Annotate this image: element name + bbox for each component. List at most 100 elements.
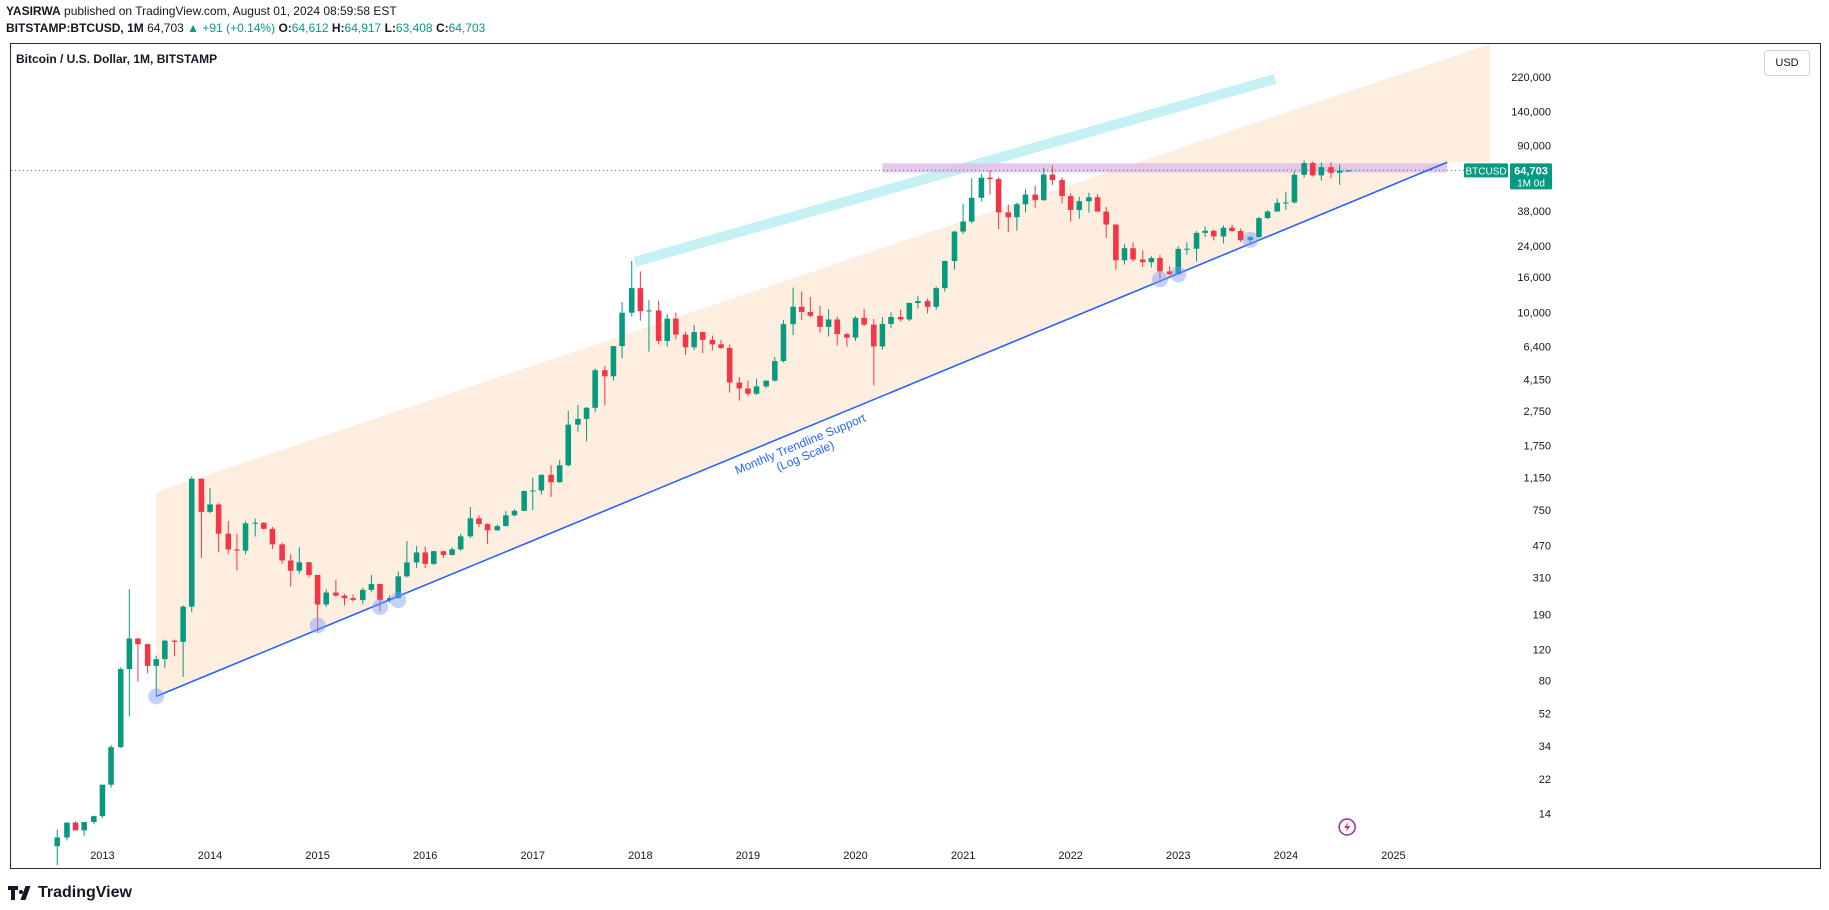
candle-body [1067,196,1074,210]
candle-body [772,361,778,381]
candle [753,378,760,395]
candle [1121,244,1128,265]
candle [476,515,482,528]
candle [1148,256,1155,268]
candle-body [637,288,644,312]
candle-body [1094,197,1101,212]
trendline-touch-point [1151,271,1168,288]
candle-body [1237,231,1244,241]
candle-body [987,177,993,180]
price-chart[interactable]: Monthly Trendline Support(Log Scale)220,… [11,44,1821,869]
y-tick-label: 24,000 [1517,241,1551,253]
candle-body [153,659,160,666]
candle-body [538,474,545,491]
candle [790,287,796,336]
publisher-line: YASIRWA published on TradingView.com, Au… [6,4,397,18]
candle [377,583,383,612]
x-tick-label: 2024 [1274,850,1298,862]
candle-body [673,318,679,335]
candle [1166,266,1173,276]
candle [108,744,114,788]
candle [81,821,87,837]
candle [924,298,931,314]
y-tick-label: 1,750 [1523,440,1551,452]
candle [333,579,339,597]
candle [1014,202,1020,231]
candle [126,589,133,717]
candle [834,316,841,346]
channel-area [156,44,1491,697]
lightning-icon-ring [1338,818,1356,836]
candle [1220,225,1227,244]
low-value: 63,408 [395,21,433,35]
candle-body [215,504,222,534]
candle [1291,171,1298,204]
candle [1274,198,1281,212]
candle-body [1202,230,1208,233]
brand-name: TradingView [38,884,132,901]
candle-body [790,306,796,325]
candle [350,594,356,602]
candle [1309,161,1316,177]
candle [467,507,474,538]
y-tick-label: 80 [1539,676,1551,688]
published-text: published on TradingView.com, August 01,… [64,4,397,18]
candle-body [135,638,141,645]
candle-body [54,837,61,847]
candle [1139,250,1146,268]
candle [1193,231,1200,262]
candle-body [350,598,356,601]
candle-body [1345,170,1352,172]
candle-body [457,536,464,550]
candle-body [1229,227,1235,232]
candle-body [1256,218,1262,238]
candle-body [377,584,383,601]
open-value: 64,612 [291,21,329,35]
candle-body [897,316,904,320]
y-tick-label: 750 [1533,505,1551,517]
candle-body [467,518,474,537]
candle [54,829,61,866]
tradingview-logo-icon [8,886,32,900]
candle-body [91,816,97,822]
high-value: 64,917 [344,21,382,35]
candle-body [995,179,1002,213]
trendline-touch-point [309,617,326,634]
candle-body [207,504,213,512]
candle [296,547,303,574]
candle-body [924,301,931,307]
candle-body [825,319,832,327]
candle [844,332,850,347]
chart-frame[interactable]: Monthly Trendline Support(Log Scale) 220,… [10,43,1821,869]
y-tick-label: 1,150 [1523,472,1551,484]
candle [117,667,124,749]
candle-body [1301,163,1307,175]
candle-body [1139,259,1146,263]
candle [341,593,348,606]
author-name[interactable]: YASIRWA [6,4,61,18]
y-tick-label: 90,000 [1517,140,1551,152]
x-tick-label: 2025 [1381,850,1405,862]
currency-button[interactable]: USD [1764,50,1810,76]
candle [135,637,141,682]
lightning-icon[interactable] [1338,818,1356,836]
candle-body [592,370,598,408]
candle [987,170,993,195]
candle [852,316,859,341]
candle [72,821,79,831]
candle [978,174,985,202]
candle [440,550,447,558]
candle-body [1175,248,1182,275]
candle-body [1309,163,1316,176]
candle [745,380,751,397]
candle [529,477,536,511]
candle [1076,196,1083,219]
candle [548,465,554,498]
candle-body [503,515,509,527]
candle-body [1130,248,1136,260]
candle-body [521,490,527,511]
candle-body [323,592,329,605]
candle [484,523,491,545]
candle [1049,165,1056,186]
candle-body [664,318,671,341]
